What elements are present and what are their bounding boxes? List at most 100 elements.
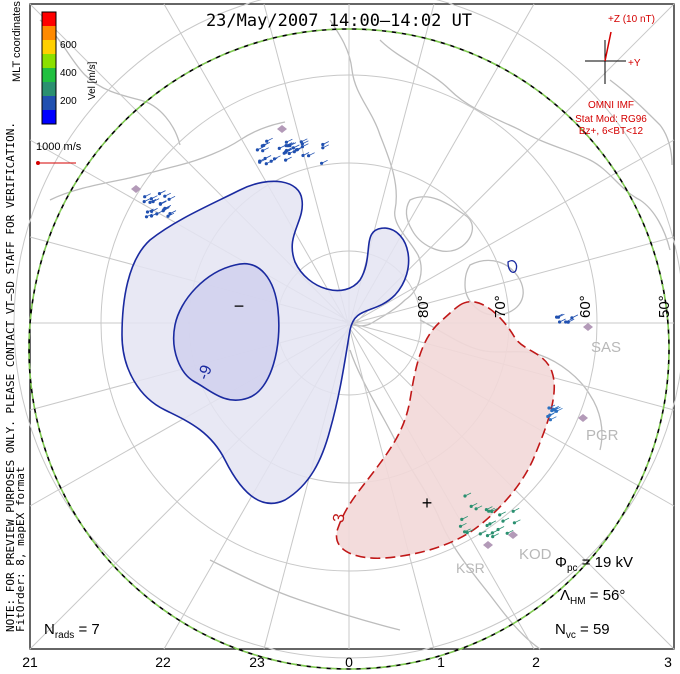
- vector-line: [497, 526, 505, 530]
- vector-line: [302, 143, 309, 148]
- station-label-sas: SAS: [591, 339, 621, 356]
- vector-line: [461, 516, 468, 520]
- neg-contour-label: -9: [195, 363, 216, 382]
- vector-line: [571, 314, 579, 319]
- vector-line: [151, 195, 158, 200]
- vector-line: [262, 147, 269, 152]
- vector-origin-dot: [458, 524, 463, 528]
- vector-line: [279, 145, 286, 149]
- stat-n-vc: Nvc = 59: [555, 621, 610, 641]
- colorbar-segment: [42, 40, 56, 54]
- velocity-colorbar: [41, 11, 57, 125]
- mlt-label-23: 23: [249, 654, 265, 670]
- velocity-vectors: [142, 137, 579, 539]
- vector-line: [513, 507, 520, 512]
- vector-line: [285, 156, 292, 161]
- vector-line: [160, 200, 167, 205]
- coastline-east-siberia: [209, 559, 401, 631]
- scale-vector-label: 1000 m/s: [36, 141, 82, 153]
- vector-line: [164, 192, 171, 197]
- lat-label-50: 50°: [656, 295, 673, 318]
- station-label-ksr: KSR: [456, 560, 485, 576]
- lat-label-60: 60°: [577, 295, 594, 318]
- colorbar-tick-600: 600: [60, 40, 77, 51]
- vector-line: [471, 503, 478, 507]
- vector-line: [549, 411, 556, 416]
- colorbar-segment: [42, 110, 56, 124]
- mlt-label-3: 3: [664, 654, 672, 670]
- stat-n-rads: Nrads = 7: [44, 621, 100, 641]
- vector-line: [551, 407, 558, 411]
- vector-line: [489, 520, 497, 525]
- stat-lambda-hm-text: ΛHM = 56°: [560, 587, 625, 607]
- vector-line: [475, 505, 483, 510]
- station-marker-scand: [277, 125, 287, 133]
- vector-line: [259, 158, 266, 163]
- station-marker-ksr: [483, 541, 493, 549]
- vector-line: [308, 152, 315, 157]
- coastlines: [39, 19, 673, 650]
- lat-label-70: 70°: [492, 295, 509, 318]
- vector-line: [151, 208, 158, 212]
- vector-origin-dot: [162, 208, 166, 212]
- vector-origin-dot: [163, 194, 167, 198]
- vector-line: [147, 208, 154, 213]
- vector-line: [286, 147, 293, 151]
- vector-line: [492, 533, 499, 537]
- vector-line: [559, 318, 566, 323]
- vector-line: [159, 190, 166, 194]
- colorbar-frame: [41, 11, 57, 125]
- positive-convection-cell: [335, 300, 556, 560]
- vector-line: [144, 198, 151, 202]
- colorbar-segment: [42, 54, 56, 68]
- colorbar-label: Vel [m/s]: [87, 61, 98, 100]
- station-marker-sas: [583, 323, 593, 331]
- max-marker: +: [422, 493, 433, 513]
- vector-line: [321, 159, 328, 164]
- coastline-scandinavia: [39, 19, 181, 146]
- vector-line: [266, 137, 273, 142]
- mlt-label-21: 21: [22, 654, 38, 670]
- vector-line: [163, 206, 170, 211]
- imf-stat-mod: Stat Mod: RG96: [575, 114, 647, 125]
- vector-line: [467, 529, 474, 533]
- vector-line: [274, 155, 281, 160]
- vector-origin-dot: [505, 531, 509, 535]
- vector-line: [464, 528, 471, 533]
- vector-line: [322, 141, 329, 145]
- coastline-arctic-islands: [405, 196, 474, 252]
- colorbar-segment: [42, 26, 56, 40]
- vector-line: [514, 519, 521, 524]
- colorbar-tick-200: 200: [60, 96, 77, 107]
- vector-line: [507, 529, 514, 534]
- vector-line: [550, 416, 557, 421]
- colorbar-segment: [42, 82, 56, 96]
- vector-line: [264, 155, 272, 159]
- coastline-labrador: [609, 79, 673, 166]
- vector-line: [169, 210, 177, 214]
- vector-line: [297, 146, 304, 150]
- vector-line: [487, 532, 494, 536]
- imf-z-label: +Z (10 nT): [608, 14, 655, 25]
- imf-vector: [604, 31, 612, 62]
- vector-origin-dot: [155, 212, 159, 216]
- fit-order-label: FitOrder: 8, mapEX format: [14, 466, 27, 632]
- coastline-greenland: [329, 19, 422, 327]
- vector-line: [568, 318, 575, 323]
- vector-line: [149, 199, 157, 203]
- station-markers: [131, 125, 593, 549]
- meridian-03-15: [29, 3, 675, 650]
- station-marker-pgr: [578, 414, 588, 422]
- vector-line: [556, 313, 563, 318]
- coastline-canada: [379, 39, 671, 251]
- vector-line: [548, 404, 556, 409]
- coordinates-label: MLT coordinates: [11, 1, 23, 82]
- vector-line: [302, 152, 310, 156]
- vector-line: [271, 157, 278, 162]
- colorbar-segment: [42, 68, 56, 82]
- vector-line: [287, 142, 295, 147]
- vector-line: [289, 142, 297, 146]
- stat-n-rads-text: Nrads = 7: [44, 621, 100, 641]
- vector-line: [486, 506, 493, 510]
- pos-contour-label: 3: [330, 512, 348, 524]
